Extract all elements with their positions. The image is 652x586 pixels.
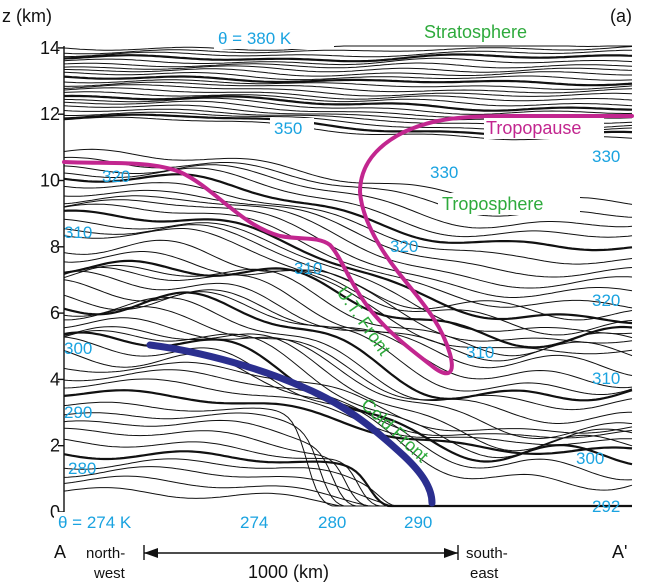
- isentrope-line: [63, 79, 633, 90]
- theta-label-310-a: 310: [64, 223, 92, 242]
- theta-label-310-b: 310: [294, 259, 322, 278]
- theta-label-280-b: 280: [318, 513, 346, 532]
- isentrope-line: [63, 369, 633, 439]
- y-tick-label: 2: [50, 436, 60, 456]
- theta-label-274-k: θ = 274 K: [58, 513, 132, 532]
- section-start-label: A: [54, 542, 66, 562]
- isentrope-line: [63, 291, 633, 395]
- isentrope-line: [63, 167, 633, 238]
- isentrope-line: [63, 182, 633, 265]
- isentrope-line: [63, 487, 632, 507]
- isentrope-line: [63, 189, 633, 278]
- theta-label-320-c: 320: [592, 291, 620, 310]
- isentrope-line: [64, 68, 632, 77]
- theta-label-300-a: 300: [64, 339, 92, 358]
- isentrope-line: [63, 329, 633, 459]
- theta-label-310-c: 310: [466, 343, 494, 362]
- theta-label-380: θ = 380 K: [218, 29, 292, 48]
- isentrope-contours: [63, 45, 633, 508]
- y-tick-label: 10: [40, 171, 60, 191]
- cold-front-line: [146, 341, 436, 507]
- troposphere-label: Troposphere: [442, 194, 543, 214]
- southeast-label-1: south-: [466, 545, 508, 562]
- isentrope-line: [63, 259, 633, 349]
- theta-label-300-b: 300: [576, 449, 604, 468]
- isentrope-line: [63, 224, 633, 344]
- isentrope-line: [63, 195, 633, 289]
- southeast-label-2: east: [470, 565, 499, 582]
- isentrope-line: [63, 71, 633, 81]
- panel-label: (a): [610, 6, 632, 26]
- isentrope-line: [63, 46, 633, 55]
- y-tick-label: 8: [50, 237, 60, 257]
- northwest-label-1: north-: [86, 545, 125, 562]
- isentrope-line: [63, 203, 633, 309]
- isentrope-line: [63, 228, 633, 355]
- theta-label-320-a: 320: [102, 167, 130, 186]
- isentrope-line: [64, 94, 633, 112]
- isentrope-line: [63, 438, 632, 507]
- theta-label-310-d: 310: [592, 369, 620, 388]
- y-tick-label: 4: [50, 369, 60, 389]
- isentrope-line: [63, 116, 633, 141]
- theta-label-292: 292: [592, 497, 620, 516]
- tropopause-line: [62, 114, 634, 376]
- theta-label-330-b: 330: [592, 147, 620, 166]
- cold-front-label: Cold Front: [357, 394, 432, 466]
- isentrope-line: [63, 350, 633, 491]
- isentrope-line: [63, 296, 633, 411]
- isentrope-line: [63, 209, 633, 325]
- y-axis-ticks: 02468101214: [40, 38, 64, 522]
- isentrope-line: [63, 45, 632, 51]
- theta-label-280-a: 280: [68, 459, 96, 478]
- section-end-label: A': [612, 542, 627, 562]
- isentrope-line: [63, 84, 633, 97]
- theta-label-290-a: 290: [64, 403, 92, 422]
- isentrope-line: [63, 81, 633, 94]
- northwest-label-2: west: [93, 565, 126, 582]
- scale-bar: 1000 (km): [143, 545, 459, 582]
- y-axis-label: z (km): [2, 6, 52, 26]
- theta-label-274: 274: [240, 513, 268, 532]
- isentrope-line: [63, 361, 633, 434]
- isentrope-line: [63, 97, 633, 115]
- theta-label-330-a: 330: [430, 163, 458, 182]
- isentrope-line: [63, 475, 632, 507]
- isentrope-line: [63, 378, 632, 446]
- isentrope-line: [63, 65, 633, 73]
- isentrope-line: [63, 279, 633, 389]
- y-tick-label: 14: [40, 38, 60, 58]
- y-tick-label: 6: [50, 303, 60, 323]
- isentrope-line: [64, 306, 632, 424]
- isentrope-line: [63, 389, 633, 455]
- isentrope-line: [63, 239, 633, 321]
- scale-bar-label: 1000 (km): [248, 562, 329, 582]
- stratosphere-label: Stratosphere: [424, 22, 527, 42]
- isentrope-line: [63, 62, 633, 69]
- isentrope-line: [63, 87, 633, 102]
- isentrope-line: [63, 164, 633, 229]
- isentrope-line: [63, 53, 633, 63]
- isentrope-line: [63, 173, 633, 252]
- theta-label-350: 350: [274, 119, 302, 138]
- isentrope-line: [63, 251, 633, 336]
- isentrope-line: [63, 317, 633, 439]
- tropopause-label: Tropopause: [486, 118, 581, 138]
- theta-label-290-b: 290: [404, 513, 432, 532]
- isentrope-line: [63, 199, 633, 298]
- isentrope-line: [64, 49, 633, 58]
- ut-front-label: U.T. Front: [333, 283, 395, 359]
- y-tick-label: 12: [40, 104, 60, 124]
- isentrope-line: [63, 75, 633, 87]
- theta-label-320-b: 320: [390, 237, 418, 256]
- isentrope-line: [63, 91, 633, 107]
- isentrope-line: [63, 57, 633, 66]
